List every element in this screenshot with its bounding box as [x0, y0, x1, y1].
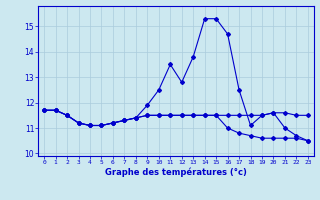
X-axis label: Graphe des températures (°c): Graphe des températures (°c) — [105, 168, 247, 177]
